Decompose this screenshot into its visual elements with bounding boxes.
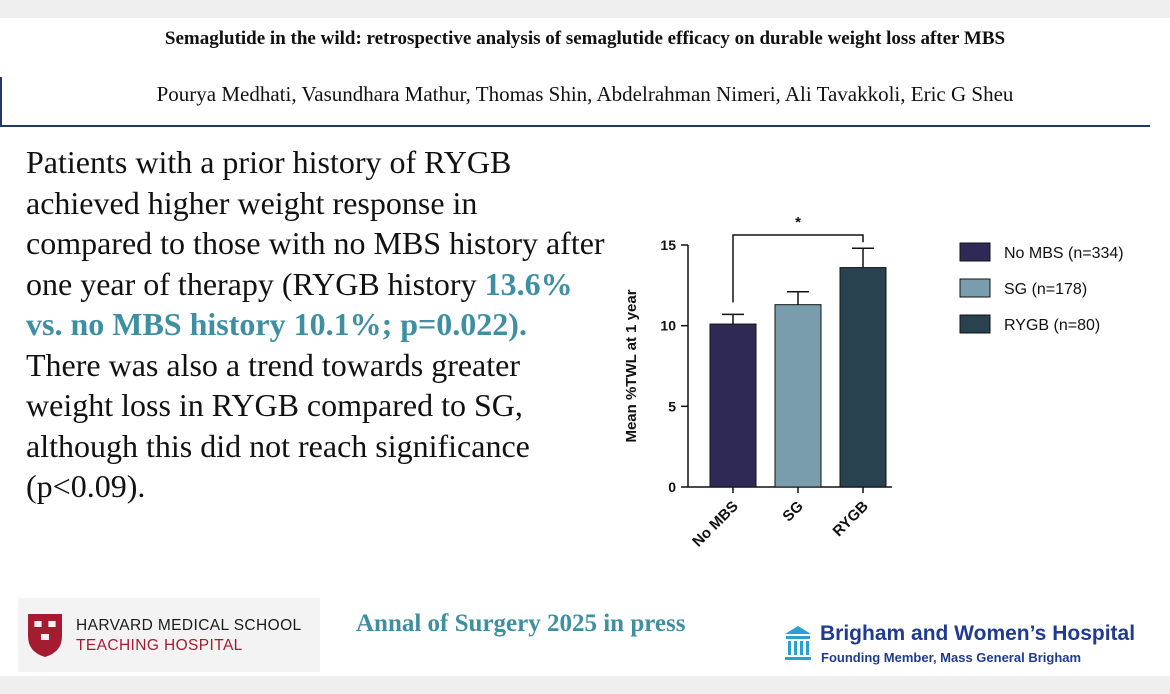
bar-sg: [774, 304, 822, 488]
significance-marker: *: [795, 214, 801, 231]
legend-label: No MBS (n=334): [1004, 245, 1124, 262]
summary-paragraph-2: There was also a trend towards greater w…: [26, 346, 530, 505]
poster-title: Semaglutide in the wild: retrospective a…: [164, 28, 1006, 49]
journal-citation: Annal of Surgery 2025 in press: [356, 610, 686, 637]
left-accent-bar: [0, 77, 2, 127]
y-tick-label: 10: [660, 318, 676, 334]
x-tick-label: RYGB: [830, 498, 872, 540]
y-tick-label: 15: [660, 237, 676, 253]
summary-part1: Patients with a prior history of RYGB ac…: [26, 144, 605, 302]
bwh-subtitle: Founding Member, Mass General Brigham: [821, 650, 1082, 665]
y-tick-label: 0: [668, 479, 676, 495]
hms-logo: HARVARD MEDICAL SCHOOL TEACHING HOSPITAL: [18, 598, 320, 672]
legend-label: SG (n=178): [1004, 281, 1087, 298]
x-tick-label: SG: [779, 498, 806, 525]
chart-bars: *: [709, 214, 887, 488]
bar-no-mbs: [709, 323, 757, 488]
y-axis-title: Mean %TWL at 1 year: [623, 289, 640, 442]
significance-bracket: [732, 234, 864, 303]
y-tick-label: 5: [668, 398, 676, 414]
header-divider: [0, 125, 1150, 127]
bwh-name: Brigham and Women’s Hospital: [820, 622, 1136, 645]
author-list: Pourya Medhati, Vasundhara Mathur, Thoma…: [156, 82, 1014, 106]
hms-line1: HARVARD MEDICAL SCHOOL: [76, 617, 302, 634]
hms-line2: TEACHING HOSPITAL: [76, 637, 243, 654]
shield-icon: [28, 614, 62, 657]
legend-swatch: [959, 314, 991, 334]
x-tick-label: No MBS: [689, 498, 742, 551]
summary-text: Patients with a prior history of RYGB ac…: [26, 142, 606, 507]
legend-label: RYGB (n=80): [1004, 317, 1100, 334]
summary-highlight: 13.6% vs. no MBS history 10.1%; p=0.022)…: [26, 265, 573, 343]
bar-rygb: [839, 267, 887, 488]
bwh-building-icon: [785, 626, 811, 660]
legend-swatch: [959, 242, 991, 262]
summary-paragraph-1: Patients with a prior history of RYGB ac…: [26, 142, 606, 345]
legend-swatch: [959, 278, 991, 298]
poster-card: [0, 18, 1170, 676]
chart-legend: No MBS (n=334) SG (n=178) RYGB (n=80): [959, 242, 1124, 334]
